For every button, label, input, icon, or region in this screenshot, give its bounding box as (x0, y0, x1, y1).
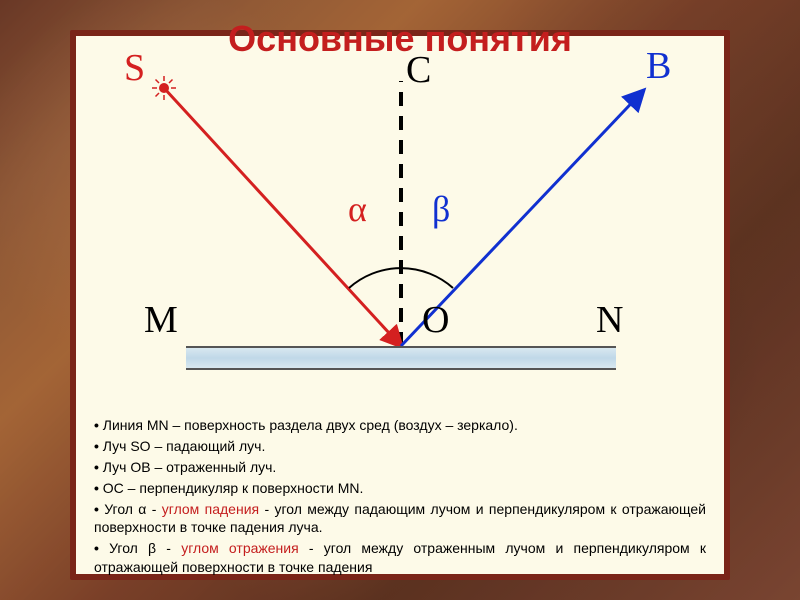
bullet-text: Луч SO – падающий луч. (103, 438, 266, 454)
sun-icon (152, 76, 176, 100)
page-title: Основные понятия (228, 18, 572, 60)
bullet-text: OC – перпендикуляр к поверхности MN. (103, 480, 364, 496)
bullet-text: Угол α - (104, 501, 162, 517)
label-B: B (646, 44, 671, 88)
label-beta: β (432, 188, 450, 230)
bullet-text: Угол β - (109, 540, 181, 556)
label-N: N (596, 298, 623, 342)
bullet-item: • Луч SO – падающий луч. (94, 437, 706, 456)
bullet-item: • Луч OB – отраженный луч. (94, 458, 706, 477)
bullet-list: • Линия MN – поверхность раздела двух ср… (94, 416, 706, 579)
bullet-term: углом отражения (181, 540, 299, 556)
label-M: M (144, 298, 178, 342)
bullet-item: • OC – перпендикуляр к поверхности MN. (94, 479, 706, 498)
label-alpha: α (348, 188, 367, 230)
ray-diagram: S C B M O N α β (76, 36, 724, 416)
bullet-text: Луч OB – отраженный луч. (103, 459, 277, 475)
bullet-item: • Угол α - углом падения - угол между па… (94, 500, 706, 538)
bullet-text: Линия MN – поверхность раздела двух сред… (103, 417, 518, 433)
bullet-item: • Линия MN – поверхность раздела двух ср… (94, 416, 706, 435)
bullet-term: углом падения (162, 501, 259, 517)
label-S: S (124, 46, 145, 90)
label-O: O (422, 298, 449, 342)
bullet-item: • Угол β - углом отражения - угол между … (94, 539, 706, 577)
content-panel: Основные понятия (70, 30, 730, 580)
mirror-surface (186, 346, 616, 370)
